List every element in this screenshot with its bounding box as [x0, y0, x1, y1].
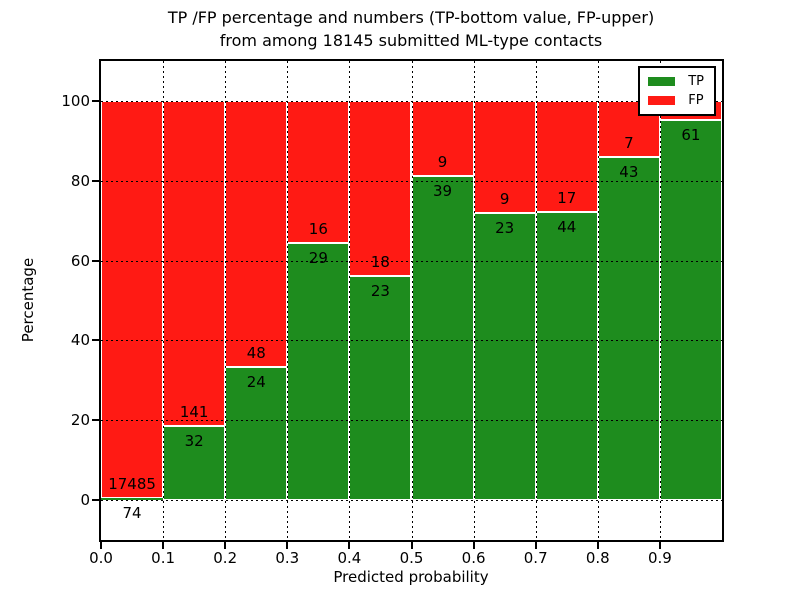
- fp-count-label: 18: [370, 253, 390, 272]
- fp-bar-segment: [101, 100, 164, 499]
- gridline-horizontal: [101, 260, 722, 262]
- x-tick-mark: [534, 542, 537, 549]
- gridline-vertical: [535, 61, 537, 540]
- fp-count-label: 7: [624, 133, 634, 152]
- fp-count-label: 48: [246, 344, 266, 363]
- fp-legend-label: FP: [688, 93, 704, 108]
- fp-bar-segment: [225, 100, 288, 368]
- y-tick-label: 80: [70, 171, 90, 190]
- tp-count-label: 23: [370, 282, 390, 301]
- x-tick-mark: [658, 542, 661, 549]
- tp-bar-segment: [473, 213, 536, 501]
- plot-area: TP FP 17485 74 141 32 48 24 16 29 18 23 9 39 9 23 17 44…: [101, 61, 722, 540]
- x-tick-mark: [410, 542, 413, 549]
- chart-title-line1: TP /FP percentage and numbers (TP-bottom…: [167, 8, 655, 27]
- tp-bar-segment: [535, 212, 598, 501]
- gridline-horizontal: [101, 500, 722, 502]
- x-tick-label: 0.6: [461, 549, 486, 567]
- fp-count-label: 17485: [108, 475, 156, 494]
- x-tick-label: 0.7: [523, 549, 548, 567]
- tp-bar-segment: [101, 498, 164, 501]
- x-tick-label: 0.1: [151, 549, 176, 567]
- legend: TP FP: [638, 66, 716, 116]
- tp-bar-segment: [597, 156, 660, 501]
- y-tick-mark: [92, 339, 100, 342]
- x-tick-label: 0.4: [337, 549, 362, 567]
- x-tick-mark: [286, 542, 289, 549]
- fp-count-label: 9: [437, 152, 448, 171]
- gridline-vertical: [473, 61, 475, 540]
- x-tick-mark: [472, 542, 475, 549]
- x-tick-label: 0.8: [585, 549, 610, 567]
- tp-count-label: 74: [122, 504, 142, 523]
- y-tick-label: 60: [70, 251, 90, 270]
- tp-legend-label: TP: [688, 74, 704, 89]
- gridline-horizontal: [101, 420, 722, 422]
- tp-bar-segment: [659, 119, 722, 501]
- gridline-vertical: [597, 61, 599, 540]
- tp-count-label: 61: [681, 125, 701, 144]
- tp-count-label: 44: [557, 218, 577, 237]
- chart-title: TP /FP percentage and numbers (TP-bottom…: [168, 6, 654, 52]
- y-tick-label: 20: [70, 411, 90, 430]
- chart-title-line2: from among 18145 submitted ML-type conta…: [219, 31, 603, 50]
- gridline-horizontal: [101, 340, 722, 342]
- fp-bar-segment: [287, 100, 350, 243]
- tp-count-label: 24: [246, 373, 266, 392]
- x-tick-label: 0.5: [399, 549, 424, 567]
- tp-bar-segment: [349, 276, 412, 501]
- y-tick-label: 100: [61, 91, 90, 110]
- fp-bar-segment: [163, 100, 226, 427]
- tp-count-label: 39: [433, 181, 453, 200]
- gridline-vertical: [163, 61, 165, 540]
- x-tick-label: 0.0: [89, 549, 113, 567]
- legend-item-fp: FP: [648, 93, 704, 108]
- x-tick-mark: [162, 542, 165, 549]
- y-tick-mark: [92, 499, 100, 502]
- y-tick-mark: [92, 419, 100, 422]
- y-tick-mark: [92, 179, 100, 182]
- tp-count-label: 29: [308, 248, 328, 267]
- fp-count-label: 9: [499, 190, 510, 209]
- gridline-vertical: [659, 61, 661, 540]
- x-tick-label: 0.3: [275, 549, 300, 567]
- tp-legend-swatch: [648, 77, 676, 86]
- gridline-vertical: [225, 61, 227, 540]
- gridline-vertical: [411, 61, 413, 540]
- x-tick-mark: [596, 542, 599, 549]
- y-axis-label: Percentage: [19, 257, 37, 343]
- tp-count-label: 43: [619, 162, 639, 181]
- fp-legend-swatch: [648, 96, 676, 105]
- y-tick-mark: [92, 259, 100, 262]
- x-tick-mark: [348, 542, 351, 549]
- gridline-vertical: [287, 61, 289, 540]
- x-tick-label: 0.2: [213, 549, 238, 567]
- y-tick-mark: [92, 99, 100, 102]
- fp-bar-segment: [349, 100, 412, 277]
- x-axis-label: Predicted probability: [333, 568, 489, 586]
- tp-bar-segment: [287, 242, 350, 501]
- fp-count-label: 17: [557, 189, 577, 208]
- y-tick-label: 40: [70, 331, 90, 350]
- legend-item-tp: TP: [648, 74, 704, 89]
- x-tick-label: 0.9: [647, 549, 672, 567]
- gridline-vertical: [349, 61, 351, 540]
- gridline-horizontal: [101, 100, 722, 102]
- gridline-horizontal: [101, 180, 722, 182]
- tp-count-label: 23: [495, 219, 515, 238]
- fp-count-label: 141: [179, 403, 209, 422]
- y-tick-label: 0: [80, 491, 90, 510]
- x-tick-mark: [224, 542, 227, 549]
- x-tick-mark: [100, 542, 102, 549]
- fp-count-label: 16: [308, 219, 328, 238]
- tp-bar-segment: [225, 367, 288, 501]
- tp-bar-segment: [411, 175, 474, 501]
- tp-count-label: 32: [184, 432, 204, 451]
